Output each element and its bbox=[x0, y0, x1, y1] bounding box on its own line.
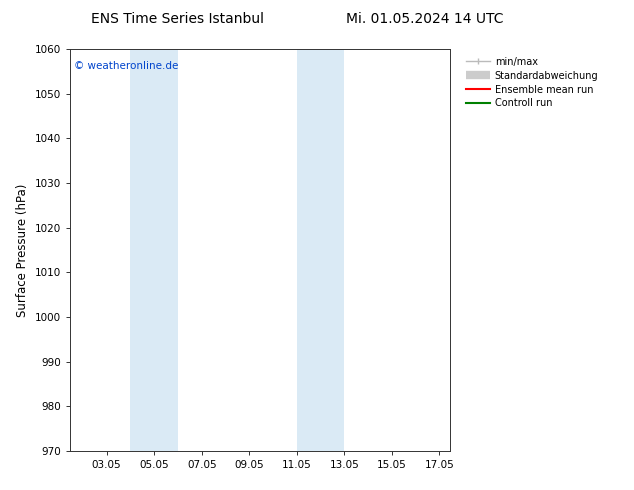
Text: Mi. 01.05.2024 14 UTC: Mi. 01.05.2024 14 UTC bbox=[346, 12, 503, 26]
Bar bbox=[297, 49, 344, 451]
Legend: min/max, Standardabweichung, Ensemble mean run, Controll run: min/max, Standardabweichung, Ensemble me… bbox=[463, 54, 601, 111]
Y-axis label: Surface Pressure (hPa): Surface Pressure (hPa) bbox=[16, 183, 29, 317]
Text: ENS Time Series Istanbul: ENS Time Series Istanbul bbox=[91, 12, 264, 26]
Bar bbox=[131, 49, 178, 451]
Text: © weatheronline.de: © weatheronline.de bbox=[74, 61, 178, 71]
